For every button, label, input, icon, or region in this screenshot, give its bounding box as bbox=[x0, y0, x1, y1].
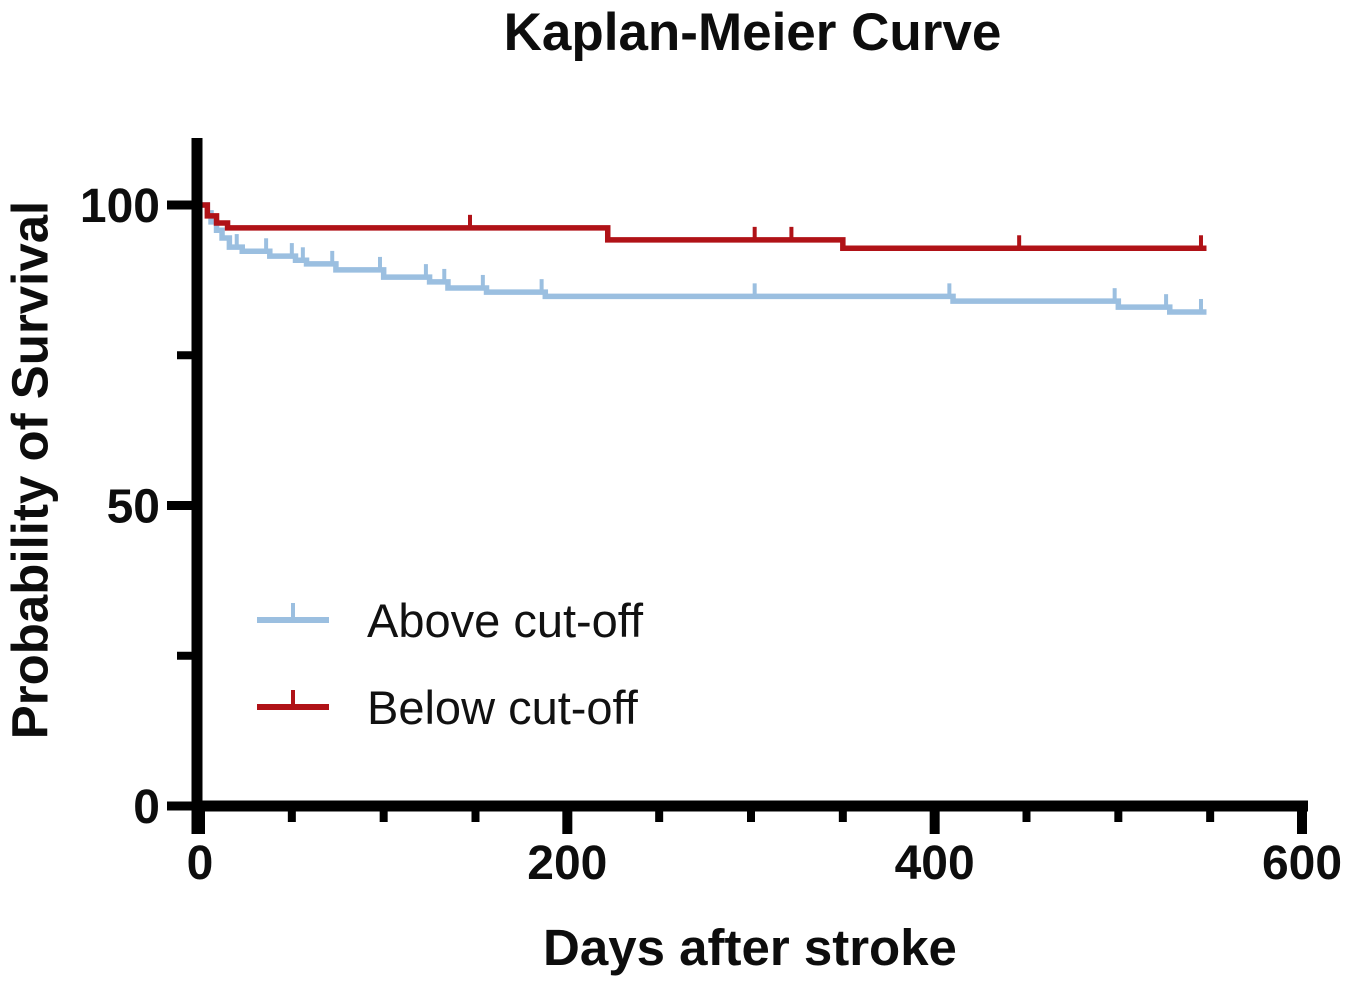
x-tick-label: 0 bbox=[187, 837, 214, 890]
legend-censor-tick-above bbox=[291, 603, 295, 620]
survival-curve-above-cutoff bbox=[200, 202, 1207, 315]
legend-item-below-cutoff: Below cut-off bbox=[257, 681, 638, 734]
y-tick-label: 100 bbox=[80, 180, 160, 233]
x-axis-title: Days after stroke bbox=[543, 919, 957, 976]
legend-label-below: Below cut-off bbox=[367, 680, 638, 734]
legend-line-below bbox=[257, 704, 329, 710]
x-tick-label: 600 bbox=[1262, 837, 1342, 890]
legend-item-above-cutoff: Above cut-off bbox=[257, 594, 643, 647]
legend-label-above: Above cut-off bbox=[367, 593, 644, 647]
y-tick-label: 50 bbox=[107, 481, 160, 534]
y-axis-title: Probability of Survival bbox=[1, 200, 59, 740]
survival-curve-below-cutoff bbox=[200, 202, 1207, 252]
legend-line-above bbox=[257, 617, 329, 623]
legend-swatch-below bbox=[257, 683, 329, 731]
legend-censor-tick-below bbox=[291, 690, 295, 707]
x-tick-label: 400 bbox=[895, 837, 975, 890]
legend-swatch-above bbox=[257, 596, 329, 644]
y-tick-label: 0 bbox=[133, 781, 160, 834]
chart-title: Kaplan-Meier Curve bbox=[503, 3, 1002, 62]
x-tick-label: 200 bbox=[527, 837, 607, 890]
